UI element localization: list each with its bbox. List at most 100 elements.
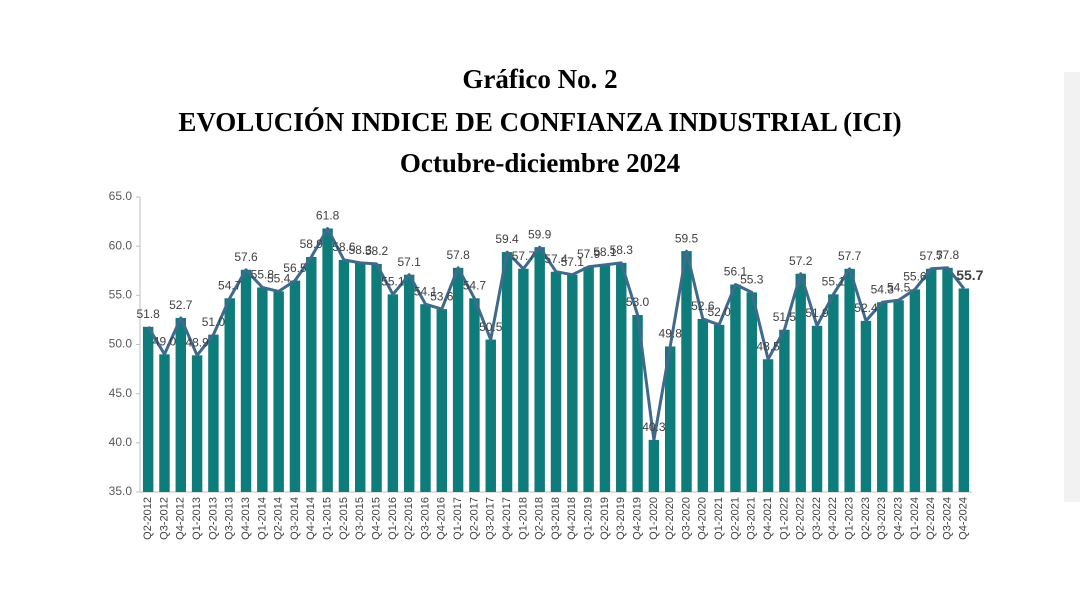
bar	[159, 354, 170, 492]
data-label: 55.3	[740, 273, 764, 287]
bar	[355, 262, 366, 492]
x-tick-label: Q3-2020	[680, 497, 692, 540]
bar	[958, 288, 970, 492]
line	[146, 227, 965, 442]
x-tick-label: Q4-2024	[958, 497, 970, 540]
data-label: 51.9	[805, 306, 829, 320]
y-tick-label: 55.0	[109, 288, 133, 302]
bar	[697, 318, 709, 492]
data-label: 57.8	[936, 248, 960, 262]
x-tick-label: Q1-2021	[713, 497, 725, 540]
bar	[828, 294, 839, 492]
data-label: 51.8	[136, 307, 160, 321]
bar	[322, 228, 333, 492]
bar	[371, 263, 382, 492]
bar	[224, 298, 235, 492]
bar	[795, 273, 806, 492]
data-label: 57.7	[920, 249, 944, 263]
x-tick-label: Q4-2019	[631, 497, 643, 540]
bar	[877, 302, 888, 492]
data-label: 54.7	[218, 278, 242, 292]
bar	[403, 274, 415, 492]
data-label: 55.1	[822, 275, 846, 289]
x-tick-label: Q4-2017	[501, 497, 513, 540]
data-label: 54.7	[463, 278, 487, 292]
data-label: 49.8	[659, 327, 683, 341]
x-tick-label: Q2-2020	[664, 497, 676, 540]
x-tick-label: Q3-2019	[615, 497, 627, 540]
bar	[583, 266, 594, 492]
chart-title: Gráfico No. 2	[462, 64, 617, 94]
x-tick-label: Q1-2016	[387, 497, 399, 540]
data-label: 57.7	[512, 249, 536, 263]
data-label: 48.5	[756, 339, 780, 353]
x-tick-label: Q3-2014	[289, 497, 301, 540]
bar	[599, 264, 611, 492]
x-tick-label: Q1-2023	[844, 497, 856, 540]
x-tick-label: Q4-2022	[827, 497, 839, 540]
side-panel	[1064, 72, 1080, 502]
bar	[779, 329, 790, 492]
x-tick-label: Q2-2022	[795, 497, 807, 540]
data-label: 50.5	[479, 320, 503, 334]
data-label: 58.3	[349, 243, 373, 257]
x-tick-label: Q2-2012	[142, 497, 154, 540]
x-tick-label: Q3-2022	[811, 497, 823, 540]
data-label: 53.0	[626, 295, 650, 309]
data-label: 40.3	[642, 420, 666, 434]
x-tick-label: Q1-2020	[648, 497, 660, 540]
data-label: 58.9	[300, 237, 324, 251]
x-tick-label: Q3-2018	[550, 497, 562, 540]
data-label: 57.8	[446, 248, 470, 262]
data-label: 55.7	[956, 267, 983, 283]
bar	[909, 289, 921, 492]
x-tick-label: Q3-2024	[941, 497, 953, 540]
data-label: 57.4	[544, 252, 568, 266]
data-label: 53.6	[430, 289, 454, 303]
x-tick-label: Q2-2019	[599, 497, 611, 540]
bar	[485, 339, 496, 492]
data-label: 52.6	[691, 299, 715, 313]
data-label: 55.4	[267, 272, 291, 286]
data-label: 52.4	[854, 301, 878, 315]
bar	[681, 251, 692, 492]
bar	[289, 280, 301, 492]
x-tick-label: Q2-2016	[403, 497, 415, 540]
x-tick-label: Q3-2023	[876, 497, 888, 540]
data-label: 59.4	[495, 232, 519, 246]
bar	[664, 346, 676, 492]
bar	[925, 268, 937, 492]
x-tick-label: Q3-2012	[158, 497, 170, 540]
bar	[844, 268, 855, 492]
bar	[893, 300, 904, 492]
bar	[191, 355, 203, 492]
x-tick-label: Q4-2023	[892, 497, 904, 540]
data-label: 55.1	[381, 275, 405, 289]
data-label: 57.7	[838, 249, 862, 263]
data-label: 56.1	[724, 265, 748, 279]
bar	[550, 271, 562, 492]
x-tick-label: Q2-2021	[729, 497, 741, 540]
y-tick-label: 45.0	[109, 386, 133, 400]
x-tick-label: Q2-2014	[273, 497, 285, 540]
bar	[942, 267, 953, 492]
x-tick-label: Q1-2018	[517, 497, 529, 540]
bar	[387, 294, 399, 492]
x-tick-label: Q1-2014	[256, 497, 268, 540]
x-tick-label: Q1-2017	[452, 497, 464, 540]
x-tick-label: Q1-2019	[583, 497, 595, 540]
y-tick-label: 50.0	[109, 337, 133, 351]
bar	[746, 292, 757, 492]
data-label: 55.6	[903, 270, 927, 284]
bar	[469, 298, 480, 492]
bar	[616, 262, 627, 492]
data-label: 56.5	[283, 261, 307, 275]
bar	[338, 259, 350, 492]
bar	[175, 317, 187, 492]
bar	[436, 309, 448, 492]
data-label: 51.0	[202, 315, 226, 329]
data-label: 57.9	[577, 247, 601, 261]
data-label: 55.8	[251, 268, 275, 282]
data-label: 52.0	[707, 305, 731, 319]
